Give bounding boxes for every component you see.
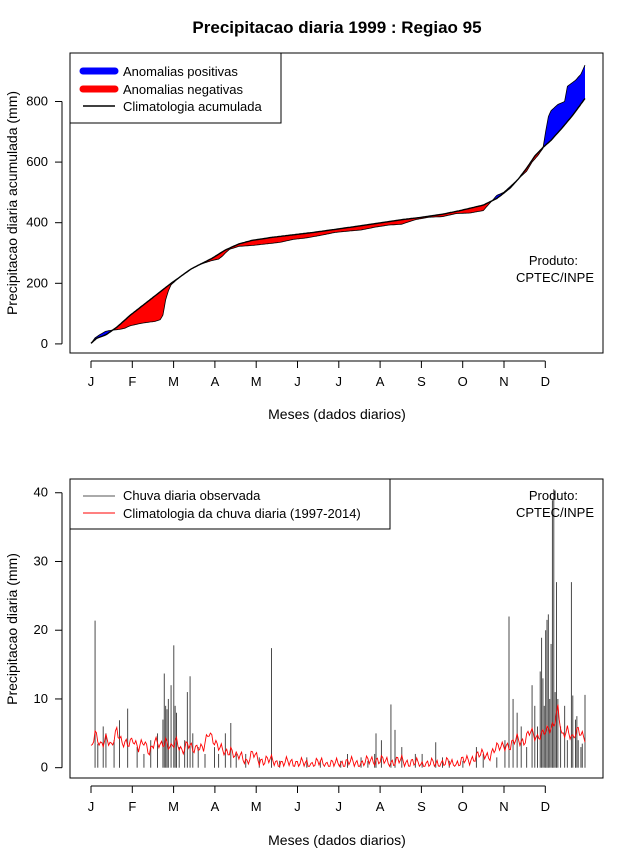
accumulated-chart: 0 200 400 600 800 J F M A M J J A S O N D Meses (dados … — [4, 52, 604, 422]
y-tick-label: 40 — [34, 485, 48, 500]
legend-label-observed: Chuva diaria observada — [123, 488, 261, 503]
legend-label-climatology: Climatologia da chuva diaria (1997-2014) — [123, 506, 361, 521]
climatology-accumulated-line — [90, 98, 586, 344]
daily-climatology-line — [90, 704, 586, 768]
x-tick-label: S — [417, 374, 426, 389]
x-tick-label: D — [541, 799, 550, 814]
x-tick-label: A — [211, 374, 220, 389]
legend-label-climatology: Climatologia acumulada — [123, 99, 263, 114]
y-tick-label: 30 — [34, 553, 48, 568]
x-tick-label: D — [541, 374, 550, 389]
x-tick-label: M — [168, 374, 179, 389]
x-tick-label: O — [458, 799, 468, 814]
product-source: CPTEC/INPE — [516, 270, 594, 285]
y-tick-label: 200 — [26, 275, 48, 290]
anomaly-areas — [90, 64, 586, 344]
y-tick-label: 600 — [26, 154, 48, 169]
x-tick-label: J — [88, 799, 95, 814]
x-tick-label: J — [336, 374, 343, 389]
x-tick-label: A — [211, 799, 220, 814]
product-source: CPTEC/INPE — [516, 505, 594, 520]
y-tick-label: 20 — [34, 622, 48, 637]
y-axis-label: Precipitacao diaria acumulada (mm) — [4, 91, 20, 315]
legend-label-negative: Anomalias negativas — [123, 82, 243, 97]
x-tick-label: N — [499, 799, 508, 814]
y-axis-label: Precipitacao diaria (mm) — [4, 553, 20, 705]
x-tick-label: O — [458, 374, 468, 389]
legend-box — [69, 478, 391, 530]
x-tick-label: N — [499, 374, 508, 389]
negative-anomaly-area — [112, 147, 543, 331]
y-axis: 0 10 20 30 40 — [34, 485, 63, 775]
x-tick-label: M — [251, 799, 262, 814]
plot-frame — [69, 52, 604, 354]
x-axis-label: Meses (dados diarios) — [268, 406, 406, 422]
x-tick-label: F — [128, 374, 136, 389]
y-axis: 0 200 400 600 800 — [26, 93, 63, 351]
x-tick-label: J — [88, 374, 95, 389]
product-label: Produto: — [529, 488, 578, 503]
x-tick-label: J — [294, 799, 301, 814]
x-tick-label: M — [168, 799, 179, 814]
x-tick-label: F — [128, 799, 136, 814]
y-tick-label: 400 — [26, 215, 48, 230]
legend: Chuva diaria observada Climatologia da c… — [69, 478, 391, 530]
observed-accumulated-line — [90, 64, 586, 344]
y-tick-label: 0 — [41, 760, 48, 775]
daily-observed-bars — [94, 489, 586, 768]
x-tick-label: J — [294, 374, 301, 389]
daily-chart: 0 10 20 30 40 J F M A M J J A S O N D Meses (dados diar… — [4, 478, 604, 848]
y-tick-label: 0 — [41, 336, 48, 351]
y-tick-label: 800 — [26, 93, 48, 108]
x-tick-label: A — [376, 799, 385, 814]
x-tick-label: J — [336, 799, 343, 814]
legend: Anomalias positivas Anomalias negativas … — [69, 52, 282, 124]
x-tick-label: M — [251, 374, 262, 389]
product-label: Produto: — [529, 253, 578, 268]
y-tick-label: 10 — [34, 691, 48, 706]
x-axis-label: Meses (dados diarios) — [268, 832, 406, 848]
x-tick-label: S — [417, 799, 426, 814]
legend-label-positive: Anomalias positivas — [123, 64, 238, 79]
x-tick-label: A — [376, 374, 385, 389]
figure-title: Precipitacao diaria 1999 : Regiao 95 — [192, 18, 481, 37]
